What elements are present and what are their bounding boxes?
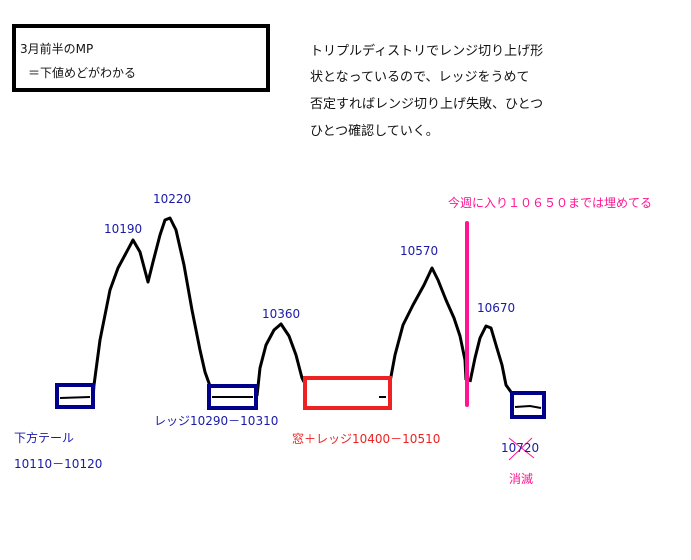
window-ledge-box <box>303 376 392 410</box>
lower-tail-range: 10110－10120 <box>14 457 103 471</box>
peak-label: 10190 <box>104 222 143 236</box>
strike-mark <box>508 437 535 459</box>
peak-label: 10220 <box>153 192 192 206</box>
ledge-2-value: 10720 <box>501 441 540 455</box>
strike-mark <box>508 437 533 461</box>
ledge-box-2 <box>510 391 546 419</box>
lower-tail-label: 下方テール <box>14 431 75 445</box>
note-line-2: ＝下値めどがわかる <box>28 66 137 80</box>
peak-label: 10570 <box>400 244 439 258</box>
ledge-1-label: レッジ10290－10310 <box>154 414 279 428</box>
price-curve <box>255 322 306 397</box>
window-ledge-label: 窓＋レッジ10400－10510 <box>292 432 441 446</box>
comment-line-2: 状となっているので、レッジをうめて <box>310 70 530 85</box>
comment-line-4: ひとつ確認していく。 <box>310 124 439 139</box>
note-box: 3月前半のMP ＝下値めどがわかる <box>12 24 270 92</box>
price-curve <box>388 266 468 383</box>
peak-label: 10360 <box>262 307 301 321</box>
ledge-mark-2 <box>514 404 542 409</box>
this-week-note: 今週に入り１０６５０までは埋めてる <box>448 196 653 210</box>
lower-tail-mark <box>59 396 91 399</box>
comment-line-3: 否定すればレンジ切り上げ失敗、ひとつ <box>310 97 544 112</box>
price-curve <box>468 324 513 393</box>
ledge-box-1 <box>207 384 258 410</box>
comment-line-1: トリプルディストリでレンジ切り上げ形 <box>310 44 544 59</box>
peak-label: 10670 <box>477 301 516 315</box>
price-curve <box>91 216 212 399</box>
lower-tail-box <box>55 383 95 409</box>
note-line-1: 3月前半のMP <box>20 42 94 56</box>
ledge-2-status: 消滅 <box>509 472 534 486</box>
